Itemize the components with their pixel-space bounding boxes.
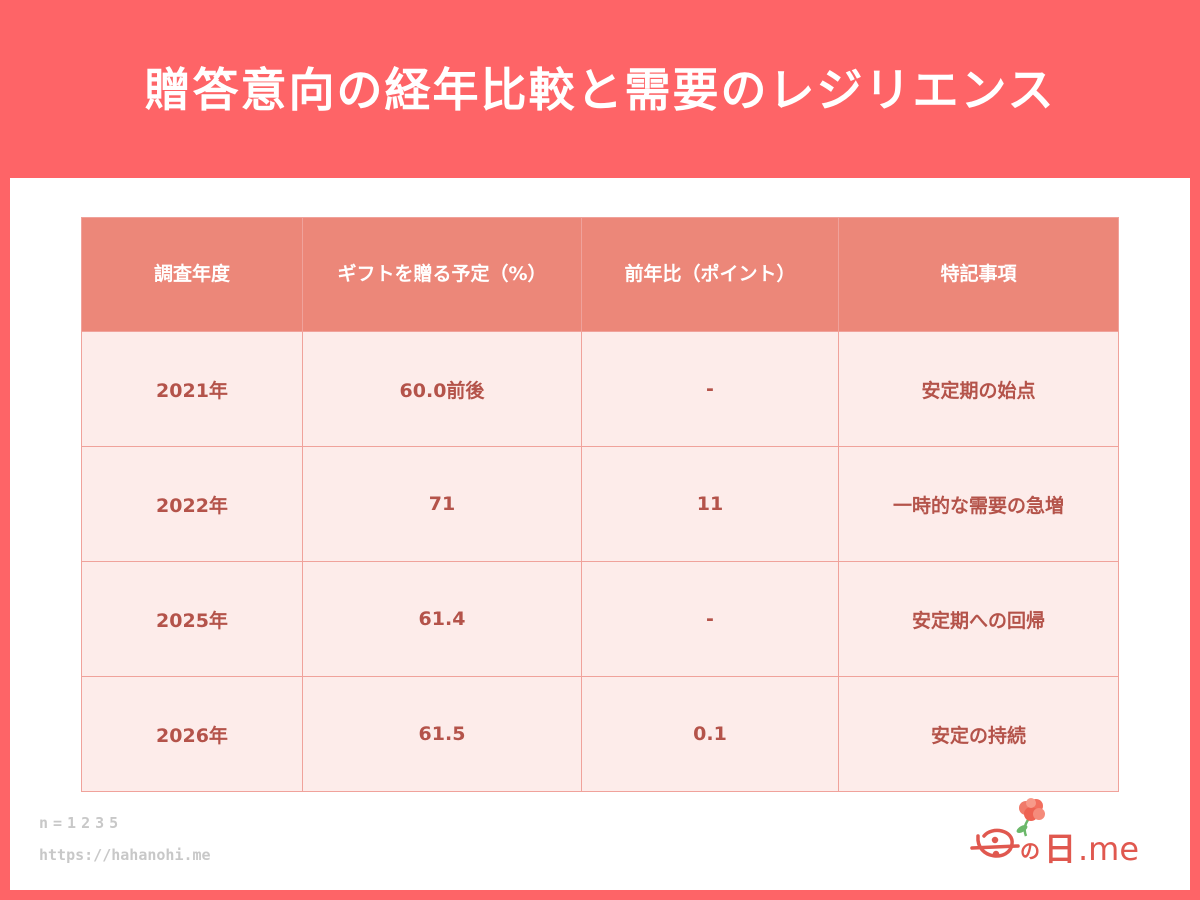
page-title: 贈答意向の経年比較と需要のレジリエンス [144,63,1056,117]
header-cell-year: 調査年度 [81,217,303,332]
logo-svg: の 日 .me [970,798,1139,868]
table-row: 2026年 61.5 0.1 安定の持続 [81,676,1119,792]
footer-info: n=1235 https://hahanohi.me [39,814,211,878]
header-cell-gift-plan: ギフトを贈る予定（%） [302,217,582,332]
cell-gift-plan: 61.5 [302,676,582,792]
cell-notes: 安定期への回帰 [838,561,1119,677]
cell-yoy: - [581,561,839,677]
cell-notes: 一時的な需要の急増 [838,446,1119,562]
sample-size: n=1235 [39,814,124,832]
cell-notes: 安定の持続 [838,676,1119,792]
content-panel: 調査年度 ギフトを贈る予定（%） 前年比（ポイント） 特記事項 2021年 60… [10,178,1190,890]
cell-year: 2022年 [81,446,303,562]
header-cell-notes: 特記事項 [838,217,1119,332]
cell-gift-plan: 61.4 [302,561,582,677]
cell-year: 2025年 [81,561,303,677]
cell-year: 2026年 [81,676,303,792]
table-row: 2022年 71 11 一時的な需要の急増 [81,446,1119,562]
cell-year: 2021年 [81,331,303,447]
table-row: 2021年 60.0前後 - 安定期の始点 [81,331,1119,447]
cell-yoy: 0.1 [581,676,839,792]
logo-text-me: .me [1078,830,1139,868]
data-table: 調査年度 ギフトを贈る予定（%） 前年比（ポイント） 特記事項 2021年 60… [81,217,1119,792]
logo-text-hi: 日 [1044,830,1076,868]
cell-gift-plan: 60.0前後 [302,331,582,447]
page-header: 贈答意向の経年比較と需要のレジリエンス [0,0,1200,178]
source-url: https://hahanohi.me [39,846,211,864]
header-cell-yoy: 前年比（ポイント） [581,217,839,332]
mother-kanji-mark [970,828,1020,858]
cell-gift-plan: 71 [302,446,582,562]
logo-text-no: の [1020,839,1040,863]
carnation-icon [1016,798,1045,837]
cell-yoy: - [581,331,839,447]
cell-yoy: 11 [581,446,839,562]
table-header-row: 調査年度 ギフトを贈る予定（%） 前年比（ポイント） 特記事項 [81,217,1119,332]
cell-notes: 安定期の始点 [838,331,1119,447]
header-gift-plan-label: ギフトを贈る予定（%） [337,262,547,285]
site-logo[interactable]: の 日 .me [962,796,1172,876]
table-row: 2025年 61.4 - 安定期への回帰 [81,561,1119,677]
